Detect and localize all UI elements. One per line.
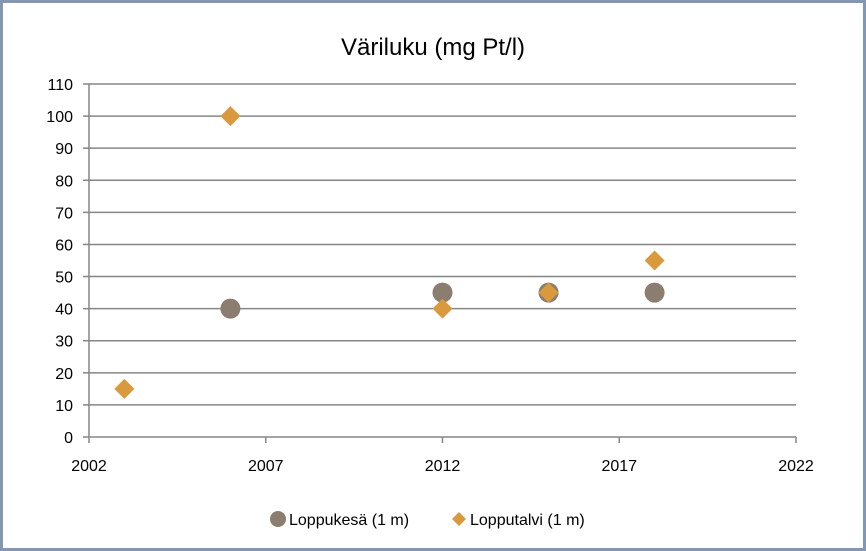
y-tick-label: 110 [47,77,73,94]
chart-canvas: Väriluku (mg Pt/l) 0 10 20 30 40 50 60 70 80 90 10… [46,34,814,529]
y-tick-label: 90 [55,141,73,158]
x-tick-label: 2002 [71,458,107,475]
gridlines [89,83,796,406]
legend: Loppukesä (1 m) Lopputalvi (1 m) [270,511,585,529]
x-tick-label: 2007 [248,458,284,475]
y-tick-label: 60 [55,237,73,254]
legend-label: Loppukesä (1 m) [289,512,409,529]
legend-item: Lopputalvi (1 m) [452,512,585,529]
y-tick-labels: 0 10 20 30 40 50 60 70 80 90 100 110 [46,77,73,447]
legend-item: Loppukesä (1 m) [270,511,409,529]
loppukesa-point [644,282,665,303]
lopputalvi-point [114,378,135,399]
legend-label: Lopputalvi (1 m) [470,512,585,529]
y-tick-label: 80 [55,173,73,190]
x-tick-label: 2017 [601,458,637,475]
data-points [114,106,665,399]
chart-title: Väriluku (mg Pt/l) [341,34,525,61]
y-tick-label: 0 [64,430,73,447]
lopputalvi-point [432,298,453,319]
lopputalvi-point [220,106,241,127]
loppukesa-point [220,298,241,319]
y-tick-label: 70 [55,205,73,222]
y-tick-label: 10 [55,398,73,415]
x-tick-label: 2012 [425,458,461,475]
series-lopputalvi [114,106,665,399]
x-tick-label: 2022 [778,458,814,475]
axes [83,83,797,443]
y-tick-label: 20 [55,366,73,383]
y-tick-label: 50 [55,270,73,287]
lopputalvi-point [538,282,559,303]
lopputalvi-point [644,250,665,271]
x-tick-labels: 2002 2007 2012 2017 2022 [71,458,814,475]
y-tick-label: 40 [55,302,73,319]
y-tick-label: 100 [46,109,73,126]
loppukesa-point [432,282,453,303]
legend-circle-marker [270,511,286,527]
y-tick-label: 30 [55,334,73,351]
legend-diamond-marker [452,512,466,526]
